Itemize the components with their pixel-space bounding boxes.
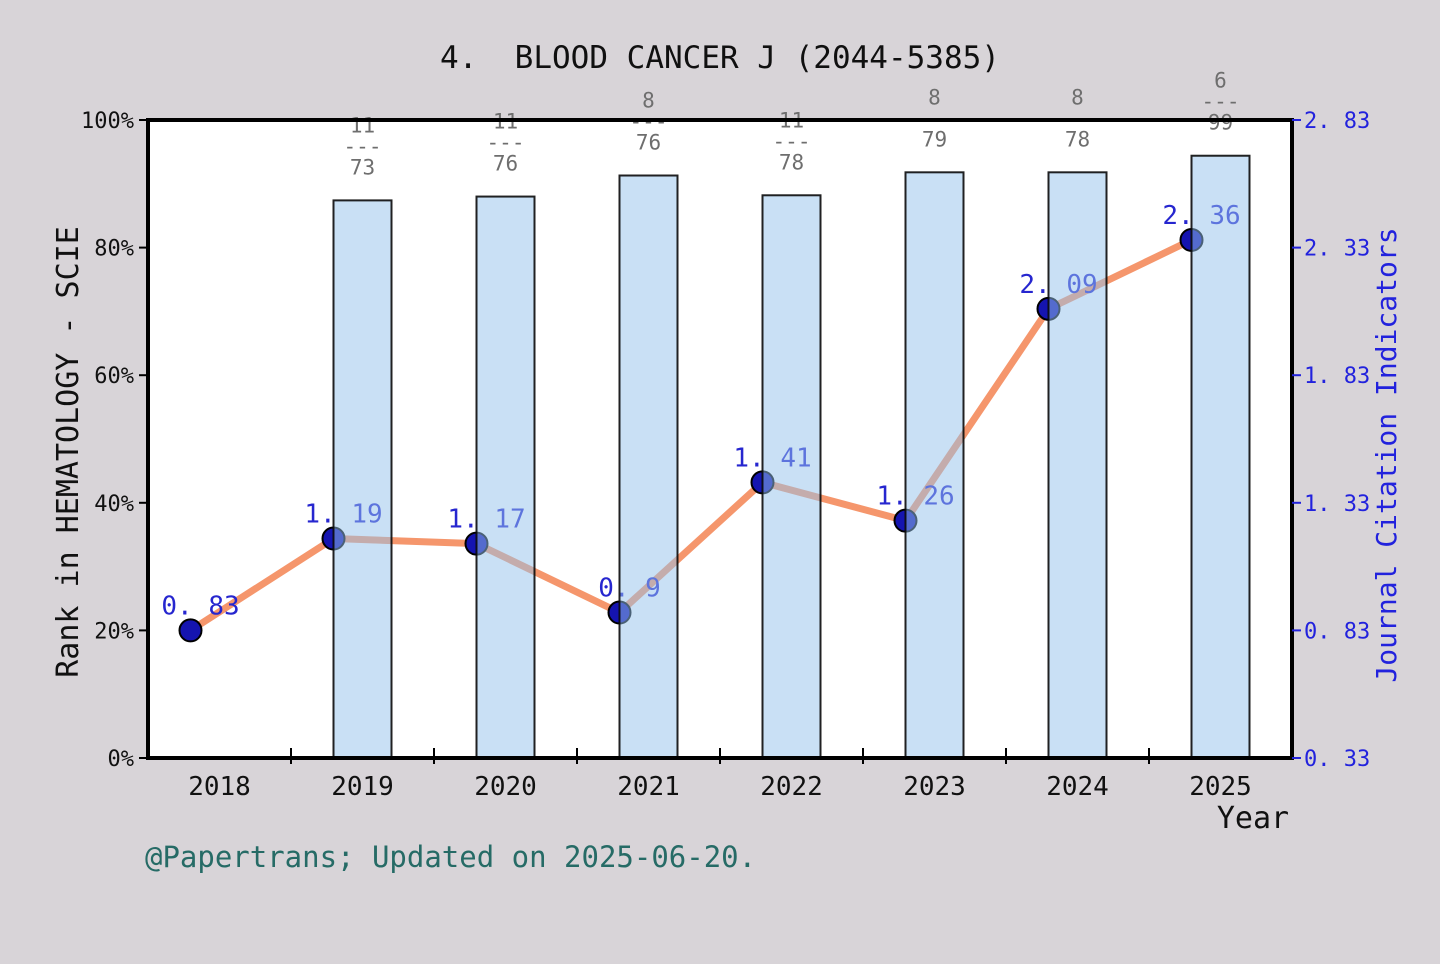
x-tick-label-2018: 2018 [188, 772, 251, 802]
right-tick-label-2.33: 2. 33 [1304, 237, 1370, 262]
jci-label-2018: 0. 83 [161, 591, 239, 621]
fraction-den-2021: 76 [636, 131, 661, 155]
left-tick-label-20: 20% [94, 619, 134, 644]
x-tick-label-2019: 2019 [331, 772, 394, 802]
fraction-num-2021: 8 [642, 89, 655, 113]
rank-bar-2024 [1047, 171, 1108, 760]
fraction-num-2024: 8 [1071, 85, 1084, 109]
plot-background [148, 120, 1292, 758]
x-axis-title: Year [1217, 801, 1289, 836]
rank-bar-2021 [618, 174, 679, 760]
rank-bar-2022 [761, 194, 822, 759]
fraction-den-2024: 78 [1065, 127, 1090, 151]
right-tick-label-1.83: 1. 83 [1304, 364, 1370, 389]
x-tick-label-2021: 2021 [617, 772, 680, 802]
rank-bar-2019 [332, 199, 393, 759]
fraction-num-2019: 11 [350, 113, 375, 137]
left-tick-label-100: 100% [81, 109, 134, 134]
chart-title: 4. BLOOD CANCER J (2044-5385) [440, 40, 1000, 76]
x-tick-label-2025: 2025 [1189, 772, 1252, 802]
left-tick-label-60: 60% [94, 364, 134, 389]
rank-bar-2025 [1190, 154, 1251, 759]
fraction-bar-2019: --- [344, 134, 382, 158]
right-axis-title: Journal Citation Indicators [1370, 227, 1403, 682]
fraction-num-2023: 8 [928, 85, 941, 109]
fraction-den-2022: 78 [779, 150, 804, 174]
x-tick-label-2023: 2023 [903, 772, 966, 802]
fraction-bar-2022: --- [773, 129, 811, 153]
right-tick-label-0.33: 0. 33 [1304, 747, 1370, 772]
fraction-den-2019: 73 [350, 155, 375, 179]
x-tick-label-2024: 2024 [1046, 772, 1109, 802]
jci-dot-2018 [178, 618, 203, 643]
fraction-den-2020: 76 [493, 152, 518, 176]
left-tick-label-80: 80% [94, 237, 134, 262]
fraction-bar-2025: --- [1202, 90, 1240, 114]
right-tick-label-1.33: 1. 33 [1304, 492, 1370, 517]
x-tick-label-2020: 2020 [474, 772, 537, 802]
left-tick-label-0: 0% [108, 747, 135, 772]
left-axis-title: Rank in HEMATOLOGY - SCIE [51, 226, 86, 678]
right-tick-label-0.83: 0. 83 [1304, 619, 1370, 644]
fraction-den-2025: 99 [1208, 111, 1233, 135]
fraction-num-2025: 6 [1214, 69, 1227, 93]
x-tick-label-2022: 2022 [760, 772, 823, 802]
fraction-den-2023: 79 [922, 127, 947, 151]
left-tick-label-40: 40% [94, 492, 134, 517]
rank-bar-2020 [475, 195, 536, 759]
rank-bar-2023 [904, 171, 965, 760]
fraction-bar-2020: --- [487, 131, 525, 155]
right-tick-label-2.83: 2. 83 [1304, 109, 1370, 134]
footer-credit: @Papertrans; Updated on 2025-06-20. [145, 840, 757, 874]
